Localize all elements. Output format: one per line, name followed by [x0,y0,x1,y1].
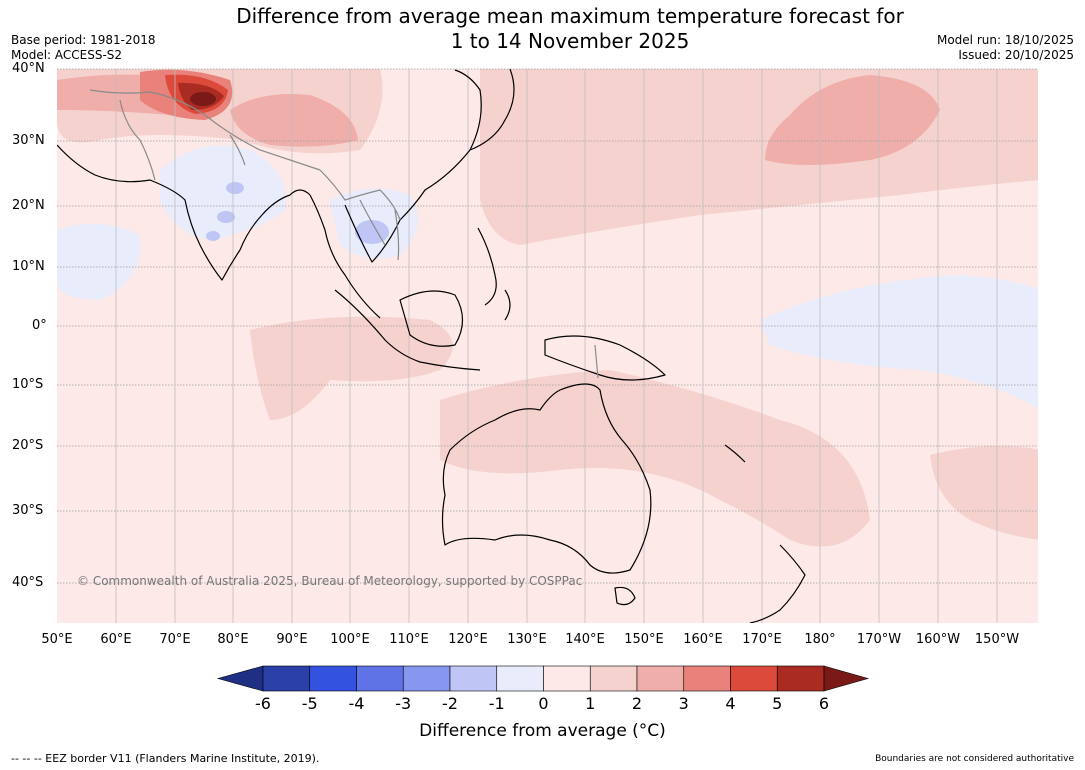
coast-japan [469,69,515,151]
lon-label: 50°E [41,632,73,647]
colorbar-label: Difference from average (°C) [419,721,666,741]
lon-label: 120°E [448,632,488,647]
anomaly-australia [440,370,870,547]
colorbar [216,665,870,692]
anomaly-cool-patch-3 [206,231,220,241]
lon-label: 150°E [624,632,664,647]
colorbar-box [402,665,451,692]
coast-australia [441,383,652,574]
issued-date: Issued: 20/10/2025 [958,48,1074,62]
colorbar-box [496,665,544,692]
colorbar-tick-label: 5 [772,694,783,713]
colorbar-box [776,665,825,692]
lon-label: 70°E [159,632,191,647]
colorbar-tick-label: 2 [631,694,643,713]
lon-label: 160°E [683,632,723,647]
lat-label: 0° [32,318,47,333]
colorbar-tick-label: 6 [818,694,830,713]
lon-label: 130°E [507,632,547,647]
meridians [115,69,998,623]
colorbar-box [309,665,357,692]
colorbar-box [543,665,591,692]
title-line-1: Difference from average mean maximum tem… [236,4,904,28]
colorbar-under-triangle [216,665,264,692]
coast-new-guinea [544,335,666,381]
anomaly-tibet [230,94,358,147]
lon-label: 160°W [915,632,961,647]
colorbar-tick-label: -4 [348,694,365,713]
colorbar-box [636,665,685,692]
lat-label: 30°N [12,133,45,148]
title-line-2: 1 to 14 November 2025 [450,29,690,53]
graticule [57,68,1038,584]
lon-label: 110°E [389,632,429,647]
lon-label: 170°E [742,632,782,647]
colorbar-tick-label: -2 [442,694,458,713]
anomaly-core-6 [190,92,216,106]
lon-label: 60°E [100,632,132,647]
meta-right: Model run: 18/10/2025 Issued: 20/10/2025 [937,33,1074,63]
lat-label: 10°N [12,259,45,274]
eez-note: -- -- -- EEZ border V11 (Flanders Marine… [11,752,320,765]
coast-borneo [399,290,464,347]
colorbar-tick-label: -6 [255,694,271,713]
lon-label: 150°W [974,632,1020,647]
colorbar-tick-label: -1 [488,694,505,713]
disclaimer: Boundaries are not considered authoritat… [875,754,1074,764]
base-period: Base period: 1981-2018 [11,33,156,47]
colorbar-tick-label: 4 [725,694,736,713]
country-borders [89,89,599,379]
lon-label: 100°E [330,632,370,647]
lon-label: 180° [804,632,836,647]
anomaly-tasman [930,446,1038,540]
coast-tasmania [614,586,636,606]
lat-label: 40°S [12,575,44,590]
colorbar-box [262,665,311,692]
lat-label: 40°N [12,61,45,76]
anomaly-pacific-cool [760,275,1038,409]
lat-label: 20°N [12,198,45,213]
coast-se-asia [309,69,482,319]
chart-title: Difference from average mean maximum tem… [200,4,940,54]
anomaly-layer [57,69,1038,547]
colorbar-box [589,665,638,692]
lat-label: 10°S [12,377,44,392]
lon-label: 170°W [856,632,902,647]
coast-philippines [477,227,511,321]
colorbar-tick-label: 0 [538,694,549,713]
colorbar-box [683,665,731,692]
anomaly-arabian-cool [57,223,141,300]
coast-new-zealand [749,544,806,623]
lon-label: 90°E [276,632,308,647]
colorbar-tick-label: -3 [395,694,412,713]
coastlines [57,69,806,623]
colorbar-box [449,665,498,692]
copyright-notice: © Commonwealth of Australia 2025, Bureau… [77,574,583,588]
colorbar-box [730,665,778,692]
lat-label: 20°S [12,438,44,453]
model-name: Model: ACCESS-S2 [11,48,123,62]
anomaly-indian-ocean [250,316,453,420]
lon-label: 80°E [217,632,249,647]
lat-label: 30°S [12,503,44,518]
colorbar-tick-label: 1 [585,694,596,713]
meta-left: Base period: 1981-2018 Model: ACCESS-S2 [11,33,156,63]
colorbar-over-triangle [823,665,870,692]
coast-new-caledonia [724,444,746,463]
anomaly-cool-patch-1 [226,182,244,194]
colorbar-tick-label: -5 [301,694,318,713]
colorbar-box [356,665,404,692]
anomaly-india-cool [160,145,286,240]
lon-label: 140°E [565,632,605,647]
coast-arabia-india [57,144,311,281]
anomaly-pacific-hot [765,75,940,165]
anomaly-cool-patch-2 [217,211,235,223]
model-run: Model run: 18/10/2025 [936,33,1074,47]
colorbar-tick-label: 3 [678,694,689,713]
coast-sumatra-java [334,289,481,371]
